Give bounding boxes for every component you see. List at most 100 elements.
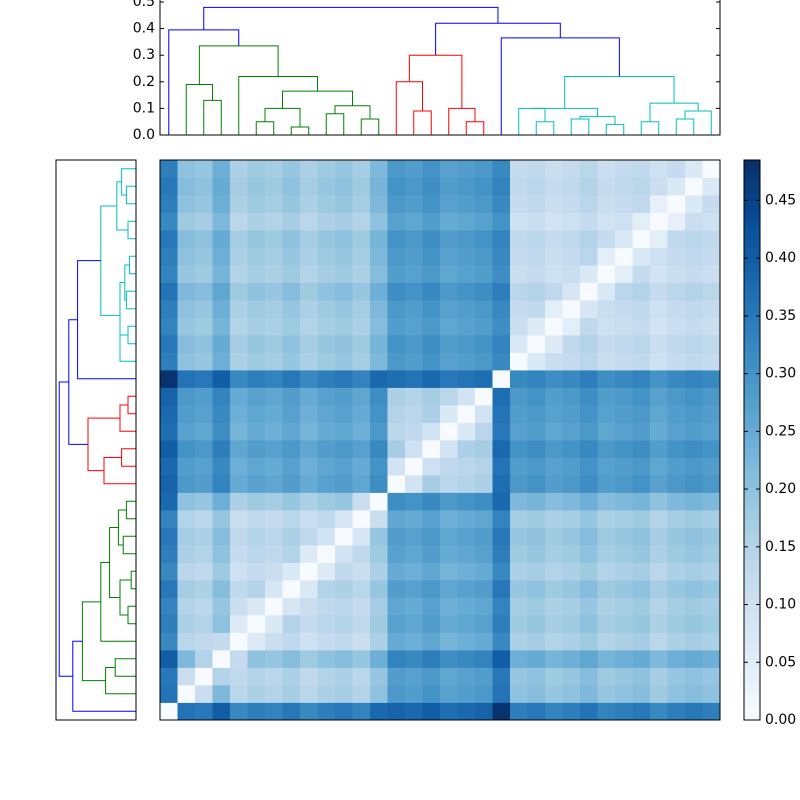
heatmap-cell bbox=[387, 247, 406, 266]
heatmap-cell bbox=[300, 685, 318, 703]
heatmap-cell bbox=[475, 650, 493, 668]
heatmap-cell bbox=[282, 212, 301, 231]
heatmap-cell bbox=[317, 335, 336, 353]
heatmap-cell bbox=[545, 615, 563, 633]
heatmap-cell bbox=[230, 282, 248, 301]
heatmap-cell bbox=[545, 527, 563, 546]
heatmap-cell bbox=[475, 335, 493, 353]
heatmap-cell bbox=[597, 195, 616, 213]
heatmap-cell bbox=[335, 212, 353, 231]
heatmap-cell bbox=[160, 230, 178, 248]
heatmap-cell bbox=[475, 177, 493, 196]
heatmap-cell bbox=[352, 527, 371, 546]
heatmap-cell bbox=[650, 597, 668, 616]
heatmap-cell bbox=[212, 615, 231, 633]
heatmap-cell bbox=[352, 230, 371, 248]
heatmap-cell bbox=[300, 265, 318, 283]
heatmap-cell bbox=[247, 405, 266, 423]
heatmap-cell bbox=[230, 177, 248, 196]
heatmap-cell bbox=[387, 527, 406, 546]
heatmap-cell bbox=[457, 317, 476, 336]
heatmap-cell bbox=[632, 475, 651, 493]
heatmap-cell bbox=[457, 492, 476, 511]
heatmap-cell bbox=[457, 335, 476, 353]
heatmap-cell bbox=[405, 300, 423, 318]
heatmap-cell bbox=[370, 300, 388, 318]
heatmap-cell bbox=[562, 702, 581, 721]
heatmap-cell bbox=[265, 615, 283, 633]
heatmap-cell bbox=[632, 282, 651, 301]
dendrogram-link-top bbox=[203, 6, 499, 30]
heatmap-cell bbox=[527, 702, 546, 721]
heatmap-cell bbox=[212, 510, 231, 528]
heatmap-cell bbox=[300, 475, 318, 493]
heatmap-cell bbox=[300, 405, 318, 423]
heatmap-cell bbox=[370, 370, 388, 388]
heatmap-cell bbox=[195, 212, 213, 231]
y-tick-label: 0.4 bbox=[133, 21, 155, 37]
heatmap-cell bbox=[492, 265, 511, 283]
heatmap-cell bbox=[475, 247, 493, 266]
heatmap-cell bbox=[352, 247, 371, 266]
heatmap-cell bbox=[230, 405, 248, 423]
heatmap-cell bbox=[195, 667, 213, 686]
heatmap-cell bbox=[457, 300, 476, 318]
dendrogram-link-left bbox=[130, 570, 136, 590]
heatmap-cell bbox=[457, 667, 476, 686]
heatmap-cell bbox=[492, 615, 511, 633]
heatmap-cell bbox=[580, 440, 598, 458]
heatmap-cell bbox=[230, 387, 248, 406]
heatmap-cell bbox=[282, 510, 301, 528]
heatmap-cell bbox=[667, 685, 686, 703]
heatmap-cell bbox=[545, 265, 563, 283]
heatmap-cell bbox=[475, 562, 493, 581]
heatmap-cell bbox=[545, 650, 563, 668]
heatmap-cell bbox=[562, 527, 581, 546]
heatmap-cell bbox=[230, 370, 248, 388]
heatmap-cell bbox=[317, 212, 336, 231]
heatmap-cell bbox=[702, 685, 721, 703]
heatmap-cell bbox=[317, 492, 336, 511]
heatmap-cell bbox=[562, 352, 581, 371]
dendrogram-link-top bbox=[531, 107, 598, 117]
heatmap-cell bbox=[650, 440, 668, 458]
heatmap-cell bbox=[562, 580, 581, 598]
heatmap-cell bbox=[177, 615, 196, 633]
heatmap-cell bbox=[580, 335, 598, 353]
heatmap-cell bbox=[352, 317, 371, 336]
heatmap-cell bbox=[667, 440, 686, 458]
colorbar-tick-label: 0.40 bbox=[765, 250, 796, 266]
heatmap-cell bbox=[317, 615, 336, 633]
heatmap-cell bbox=[387, 387, 406, 406]
colorbar-tick-label: 0.30 bbox=[765, 366, 796, 382]
heatmap-cell bbox=[440, 702, 458, 721]
heatmap-cell bbox=[597, 510, 616, 528]
heatmap-cell bbox=[615, 650, 633, 668]
heatmap-cell bbox=[580, 282, 598, 301]
heatmap-cell bbox=[562, 597, 581, 616]
heatmap-cell bbox=[212, 492, 231, 511]
dendrogram-link-top bbox=[264, 107, 301, 128]
heatmap-cell bbox=[597, 685, 616, 703]
heatmap-cell bbox=[247, 387, 266, 406]
heatmap-cell bbox=[160, 545, 178, 563]
heatmap-cell bbox=[440, 177, 458, 196]
heatmap-cell bbox=[702, 440, 721, 458]
heatmap-cell bbox=[317, 545, 336, 563]
heatmap-cell bbox=[370, 440, 388, 458]
colorbar-tick-label: 0.10 bbox=[765, 597, 796, 613]
heatmap-cell bbox=[177, 510, 196, 528]
heatmap-cell bbox=[212, 545, 231, 563]
heatmap-cell bbox=[300, 702, 318, 721]
heatmap-cell bbox=[177, 422, 196, 441]
heatmap-cell bbox=[580, 580, 598, 598]
heatmap-cell bbox=[667, 475, 686, 493]
heatmap-cell bbox=[527, 212, 546, 231]
heatmap-cell bbox=[545, 457, 563, 476]
heatmap-cell bbox=[527, 510, 546, 528]
heatmap-cell bbox=[492, 230, 511, 248]
heatmap-cell bbox=[387, 160, 406, 178]
heatmap-cell bbox=[685, 160, 703, 178]
heatmap-cell bbox=[510, 247, 528, 266]
heatmap-cell bbox=[317, 632, 336, 651]
